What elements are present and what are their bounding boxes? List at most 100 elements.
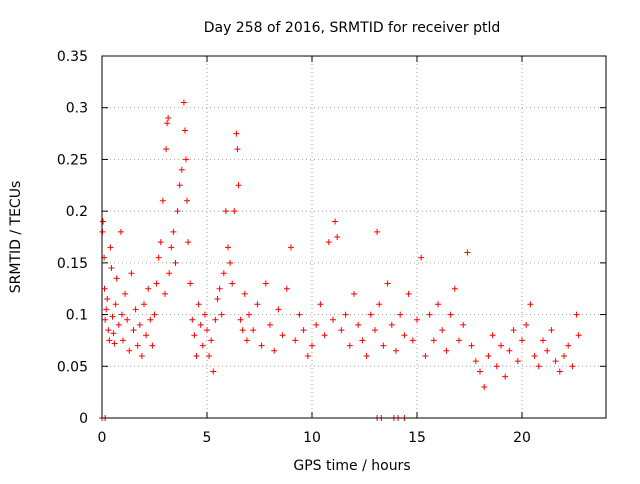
data-point (178, 166, 185, 173)
data-point (367, 311, 374, 318)
data-point (393, 347, 399, 354)
data-point (514, 358, 521, 365)
data-point (464, 249, 471, 256)
data-point (143, 332, 150, 339)
data-point (241, 290, 248, 297)
data-point (126, 347, 133, 354)
data-point (187, 280, 194, 287)
data-point (447, 311, 454, 318)
data-point (334, 234, 341, 240)
data-point (359, 337, 366, 344)
data-point (243, 337, 250, 344)
data-point (113, 275, 120, 282)
data-point (191, 332, 198, 339)
data-point (237, 316, 244, 323)
data-point (451, 285, 458, 292)
data-point (132, 306, 139, 313)
data-point (439, 327, 446, 334)
data-point (151, 311, 158, 318)
data-point (493, 363, 500, 370)
data-point (239, 327, 246, 334)
data-point (363, 352, 370, 359)
data-point (166, 270, 173, 277)
data-point (128, 270, 135, 277)
data-point (206, 352, 213, 359)
data-point (231, 208, 238, 215)
data-point (176, 182, 183, 189)
data-point (569, 363, 576, 370)
data-point (172, 259, 179, 266)
data-point (134, 342, 141, 349)
data-point (271, 347, 278, 354)
data-point (108, 265, 115, 272)
data-point (422, 352, 429, 359)
data-point (111, 340, 118, 347)
data-point (401, 332, 408, 339)
data-point (101, 285, 108, 292)
data-point (107, 244, 114, 251)
data-point (575, 332, 582, 339)
data-point (380, 342, 387, 349)
data-point (106, 337, 113, 344)
data-point (199, 342, 206, 349)
x-axis-label: GPS time / hours (293, 458, 410, 474)
data-point (229, 280, 236, 287)
data-point (141, 301, 147, 308)
data-point (193, 352, 200, 359)
data-point (523, 321, 530, 328)
data-point (183, 156, 189, 163)
data-point (149, 342, 156, 349)
data-point (212, 316, 219, 323)
data-point (317, 301, 324, 308)
data-point (118, 311, 125, 318)
data-point (210, 368, 217, 375)
data-point (234, 146, 241, 153)
data-point (124, 316, 131, 323)
data-point (227, 259, 234, 266)
y-tick-label: 0.35 (57, 49, 88, 65)
data-point (544, 347, 551, 354)
data-point (189, 316, 196, 323)
data-point (208, 337, 215, 344)
data-point (325, 239, 332, 246)
data-point (103, 306, 110, 313)
data-points (99, 99, 582, 421)
data-point (481, 383, 488, 390)
data-point (225, 244, 231, 251)
data-point (218, 311, 225, 318)
data-point (506, 347, 513, 354)
data-point (414, 316, 420, 323)
data-point (388, 321, 395, 328)
data-point (351, 290, 357, 297)
data-point (372, 327, 378, 334)
data-point (384, 280, 391, 287)
data-point (430, 337, 437, 344)
data-point (267, 321, 273, 328)
data-point (138, 352, 145, 359)
data-point (460, 321, 467, 328)
data-point (153, 280, 160, 287)
data-point (296, 311, 303, 318)
data-point (184, 197, 191, 204)
data-point (342, 311, 349, 318)
data-point (162, 290, 168, 297)
data-point (573, 311, 580, 318)
data-point (468, 342, 475, 349)
data-point (109, 313, 116, 320)
data-point (185, 239, 192, 246)
data-point (552, 358, 559, 365)
data-point (147, 316, 154, 323)
plot-frame (101, 55, 607, 419)
y-tick-label: 0.05 (57, 359, 88, 375)
data-point (288, 244, 294, 251)
data-point (565, 342, 572, 349)
y-tick-label: 0 (79, 411, 88, 427)
data-point (214, 296, 221, 303)
data-point (338, 327, 345, 334)
data-point (262, 280, 269, 287)
data-point (222, 208, 229, 215)
data-point (165, 115, 172, 122)
data-point (201, 311, 208, 318)
x-tick-label: 10 (303, 430, 321, 446)
